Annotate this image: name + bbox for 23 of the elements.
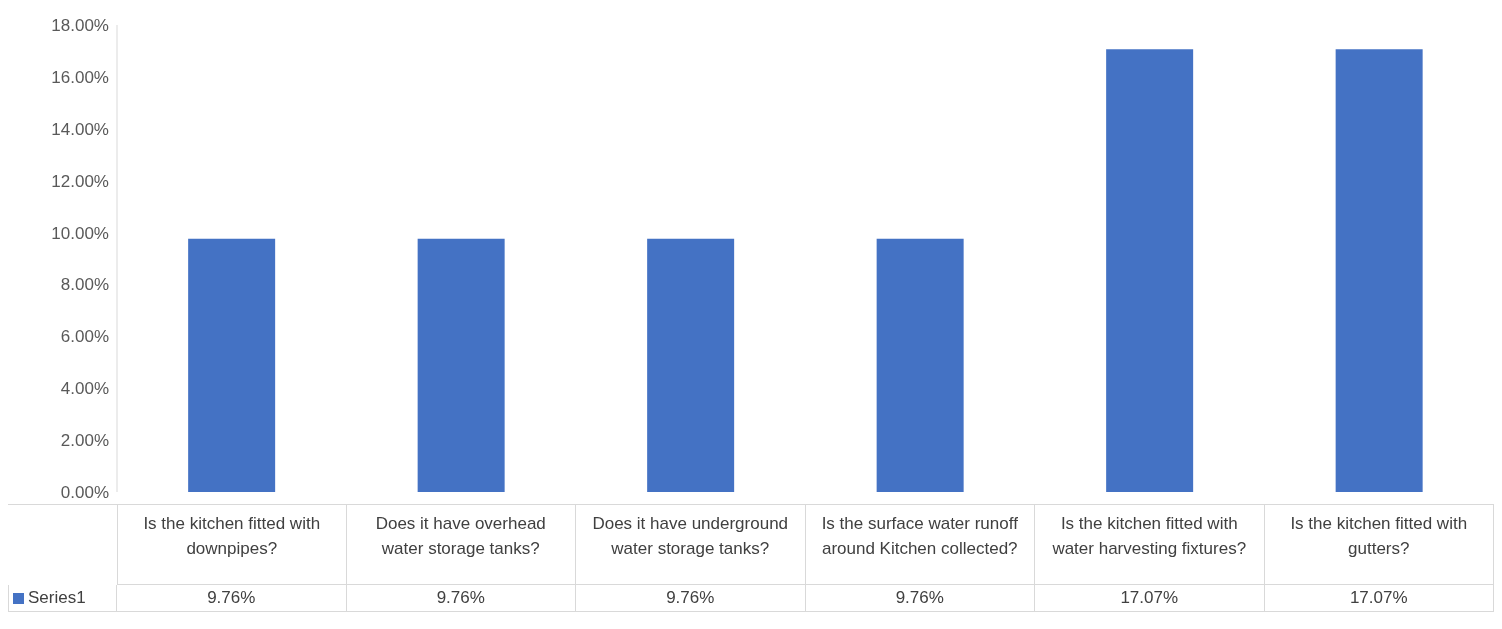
y-tick-label: 0.00% bbox=[60, 483, 109, 503]
x-tick-label: Is the surface water runoff around Kitchen collected? bbox=[805, 505, 1035, 585]
x-tick-label: Does it have underground water storage tanks? bbox=[576, 505, 806, 585]
x-tick-label: Does it have overhead water storage tanks? bbox=[346, 505, 576, 585]
data-label: 9.76% bbox=[346, 585, 576, 612]
y-tick-label: 18.00% bbox=[51, 16, 109, 36]
y-tick-label: 4.00% bbox=[60, 379, 109, 399]
y-tick-label: 16.00% bbox=[51, 67, 109, 87]
data-label: 9.76% bbox=[117, 585, 347, 612]
y-tick-label: 2.00% bbox=[60, 431, 109, 451]
x-tick-label: Is the kitchen fitted with gutters? bbox=[1264, 505, 1494, 585]
legend-label: Series1 bbox=[8, 585, 117, 612]
data-label: 17.07% bbox=[1035, 585, 1265, 612]
x-tick-label: Is the kitchen fitted with water harvesting fixtures? bbox=[1035, 505, 1265, 585]
y-tick-label: 10.00% bbox=[51, 223, 109, 243]
data-label: 9.76% bbox=[805, 585, 1035, 612]
data-label: 9.76% bbox=[576, 585, 806, 612]
data-label: 17.07% bbox=[1264, 585, 1494, 612]
y-tick-label: 14.00% bbox=[51, 119, 109, 139]
x-tick-label: Is the kitchen fitted with downpipes? bbox=[117, 505, 347, 585]
y-tick-label: 12.00% bbox=[51, 171, 109, 191]
y-tick-label: 8.00% bbox=[60, 275, 109, 295]
y-tick-label: 6.00% bbox=[60, 327, 109, 347]
